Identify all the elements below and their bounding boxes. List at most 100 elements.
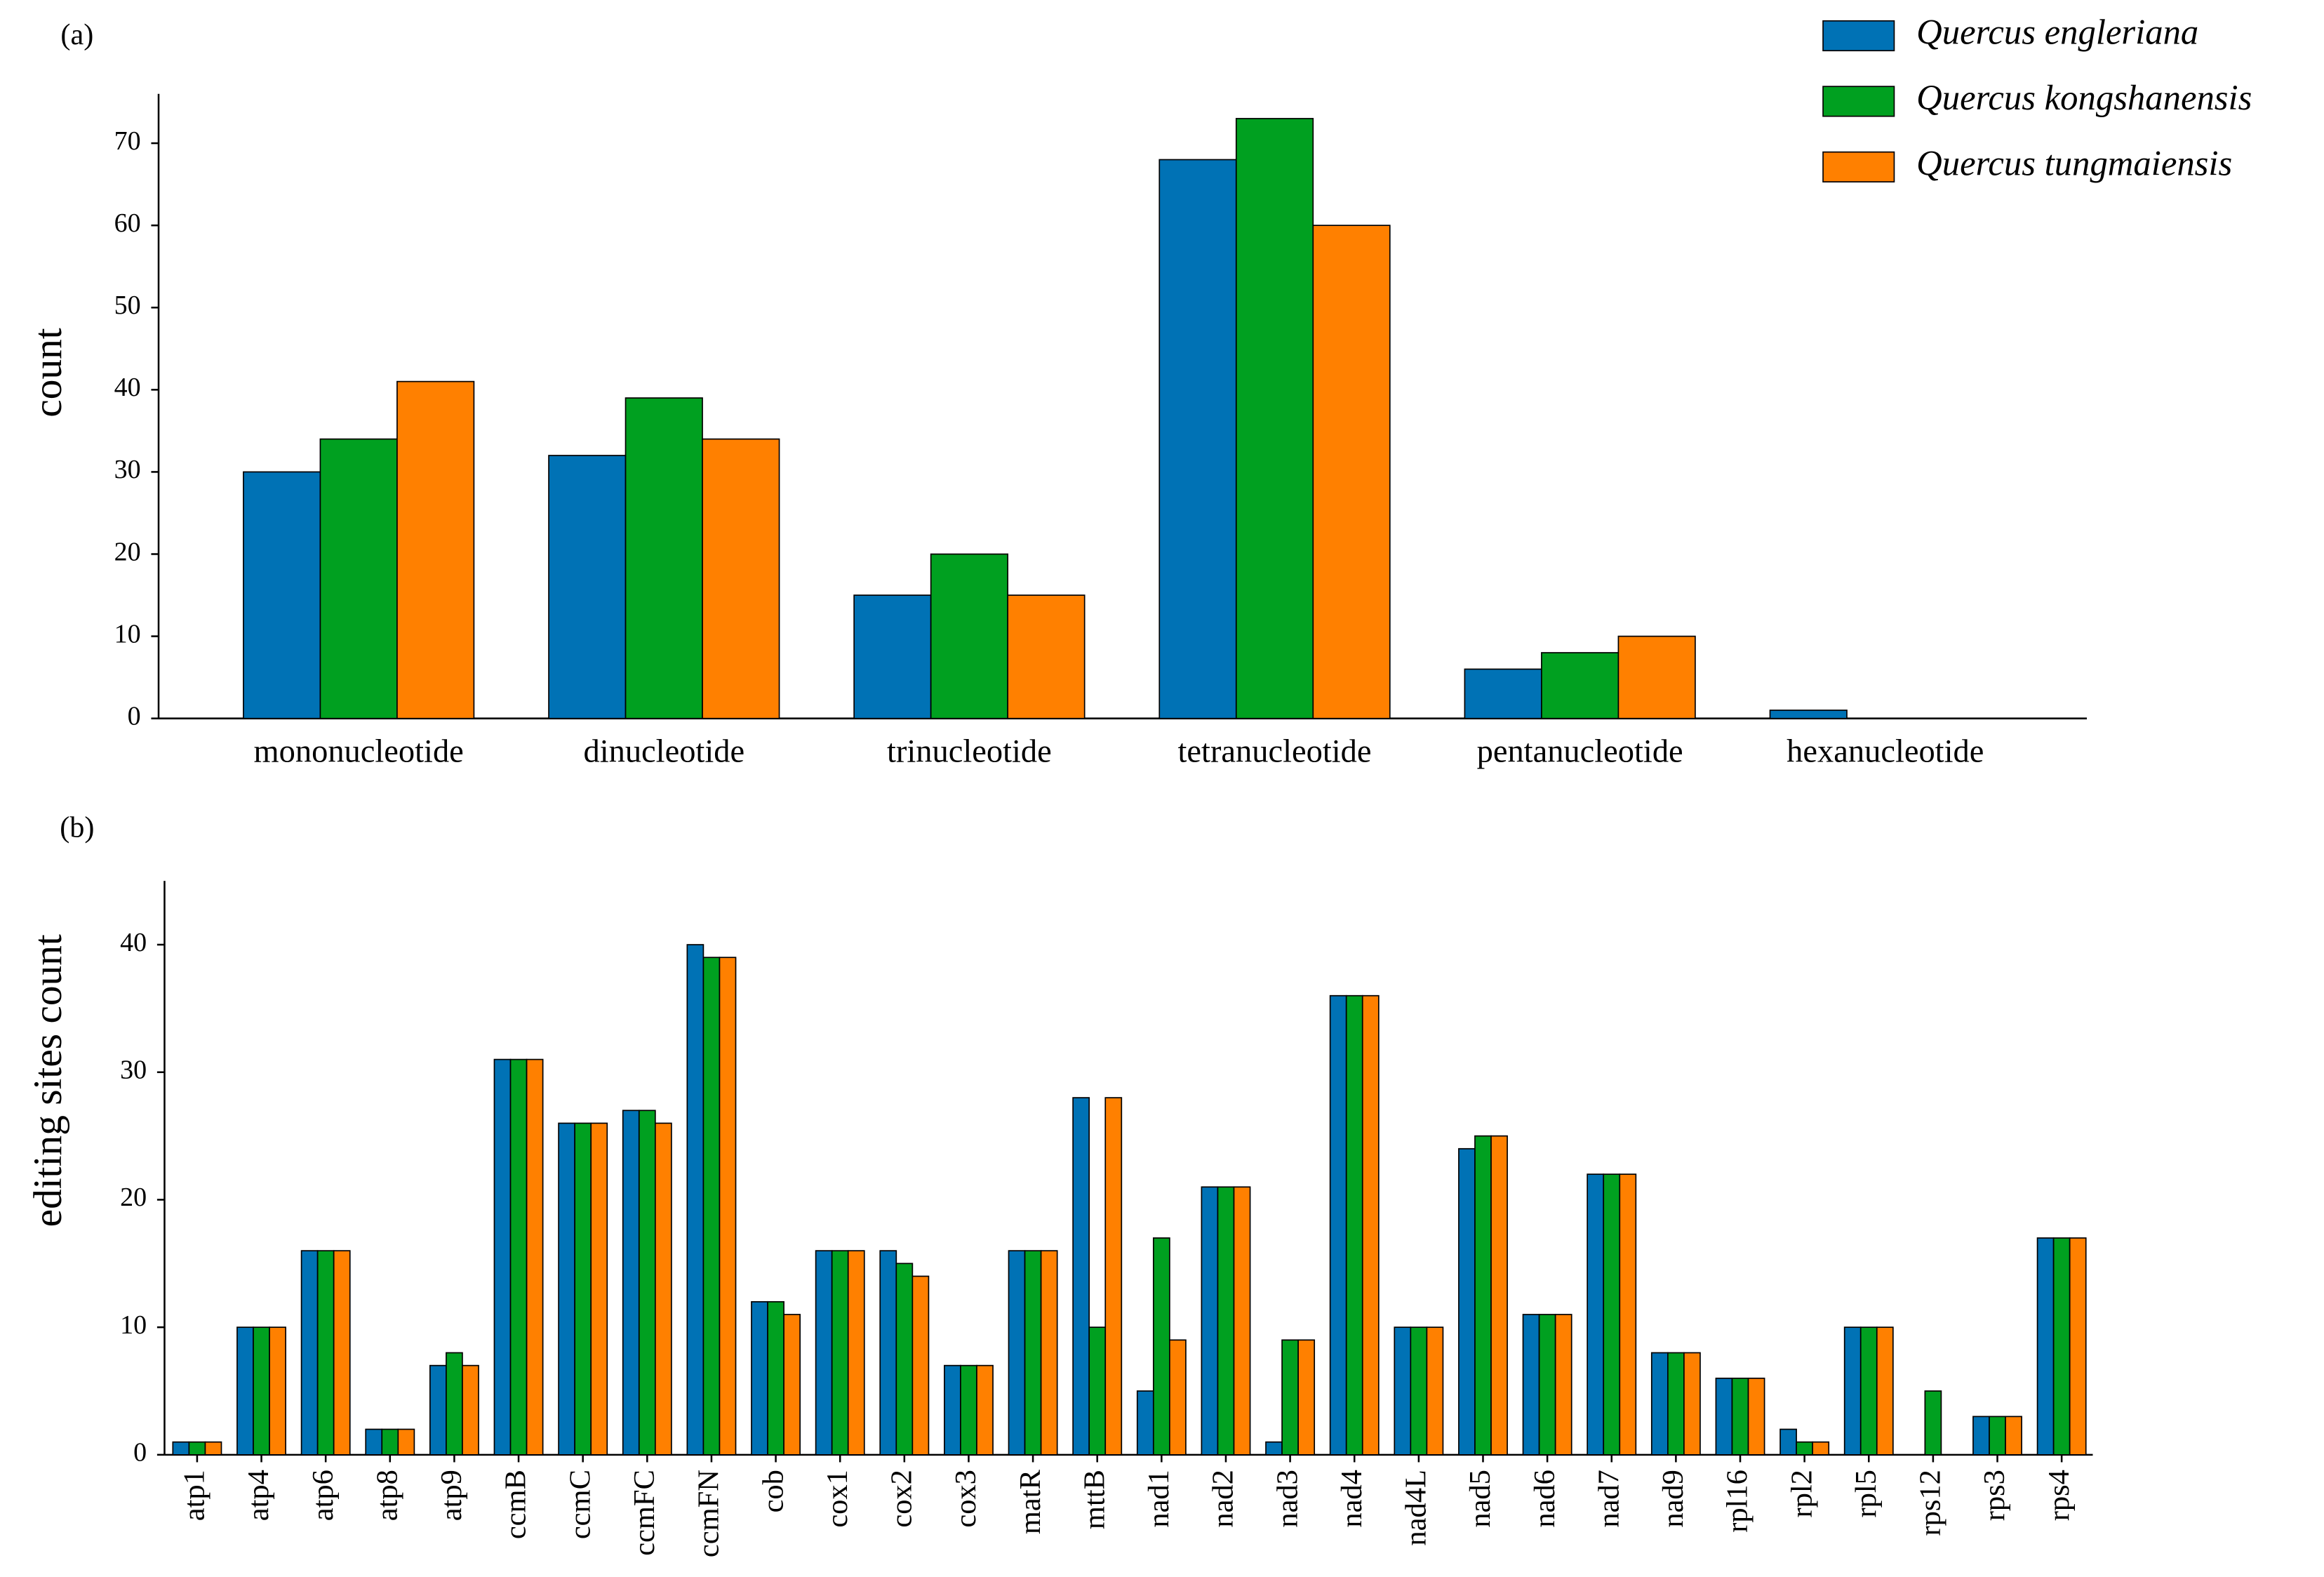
bar [172,1441,190,1456]
bar [1464,668,1542,719]
y-tick-label: 0 [133,1438,147,1468]
x-tick-label: nad4L [1400,1470,1433,1546]
x-tick-label: rps12 [1914,1470,1947,1536]
bar [1458,1147,1476,1456]
legend-swatch [1822,20,1895,52]
x-tick-label: rps3 [1978,1470,2011,1521]
bar [1538,1314,1556,1456]
bar [751,1300,768,1456]
bar [558,1122,575,1456]
bar [1876,1326,1894,1456]
bar [831,1250,849,1456]
x-tick-label: matR [1014,1469,1047,1534]
bar [930,553,1009,719]
bar [397,1428,415,1456]
bar [1394,1326,1412,1456]
x-tick-label: trinucleotide [887,733,1052,769]
bar [702,438,780,719]
bar [253,1326,270,1456]
bar [381,1428,399,1456]
panel-label: (b) [60,811,94,844]
bar [944,1364,961,1456]
bar [316,1250,335,1456]
x-tick-label: atp6 [307,1470,340,1521]
bar [1024,1250,1042,1456]
x-tick-label: hexanucleotide [1787,733,1984,769]
bar [1779,1428,1797,1456]
bar [622,1110,640,1456]
x-tick-label: ccmC [563,1470,596,1539]
bar [319,438,398,719]
bar [1796,1441,1814,1456]
bar [654,1122,672,1456]
bar [236,1326,254,1456]
bar [1747,1377,1765,1456]
bar [1201,1186,1219,1456]
x-tick-label: cob [756,1470,789,1512]
bar [396,380,475,719]
bar [462,1364,479,1456]
bar [1233,1186,1251,1456]
y-tick-label: 20 [120,1183,147,1212]
x-tick-label: atp4 [242,1470,275,1521]
bar [1136,1390,1154,1456]
bar [1667,1352,1685,1456]
bar [815,1250,833,1456]
bar [625,397,703,719]
bar [1104,1097,1123,1456]
bar [1522,1314,1540,1456]
bar [1329,994,1347,1456]
bar [574,1122,592,1456]
bar [1924,1390,1942,1456]
x-tick-label: cox1 [821,1470,854,1528]
bar [686,944,704,1456]
x-tick-label: nad6 [1528,1470,1561,1528]
x-tick-label: mononucleotide [254,733,464,769]
x-tick-label: rpl5 [1850,1470,1883,1517]
bar [1072,1097,1090,1456]
x-tick-label: pentanucleotide [1477,733,1683,769]
x-tick-label: cox3 [949,1470,982,1528]
bar [1812,1441,1830,1456]
bar [509,1058,528,1456]
bar [1859,1326,1878,1456]
bar [2069,1237,2087,1456]
bar [1265,1441,1283,1456]
bar [429,1364,447,1456]
bar [879,1250,897,1456]
bar [976,1364,994,1456]
x-tick-label: nad7 [1593,1470,1626,1528]
bar [1541,652,1620,719]
bar [1169,1339,1187,1456]
bar [526,1058,544,1456]
bar [847,1250,865,1456]
y-tick-label: 60 [114,208,141,238]
y-tick-label: 0 [128,701,141,731]
bar [269,1326,286,1456]
x-tick-label: ccmB [500,1470,533,1539]
x-tick-label: nad2 [1207,1470,1240,1528]
bar [446,1352,463,1456]
y-tick-label: 10 [114,619,141,648]
bar [1281,1339,1299,1456]
x-tick-label: cox2 [886,1470,919,1528]
bar [2005,1416,2022,1456]
panel-label: (a) [60,18,93,51]
bar [243,471,321,719]
y-tick-label: 30 [114,455,141,484]
bar [333,1250,351,1456]
bar [702,957,721,1456]
bar [638,1110,656,1456]
bar [1426,1326,1444,1456]
x-tick-label: nad1 [1142,1470,1175,1528]
y-tick-label: 10 [120,1310,147,1340]
y-tick-label: 50 [114,291,141,320]
y-tick-label: 40 [114,373,141,402]
legend-swatch [1822,151,1895,182]
x-tick-label: rpl2 [1785,1470,1818,1517]
bar [1361,994,1380,1456]
x-tick-label: ccmFC [628,1470,661,1556]
x-tick-label: atp9 [435,1470,468,1521]
bar [1554,1314,1572,1456]
